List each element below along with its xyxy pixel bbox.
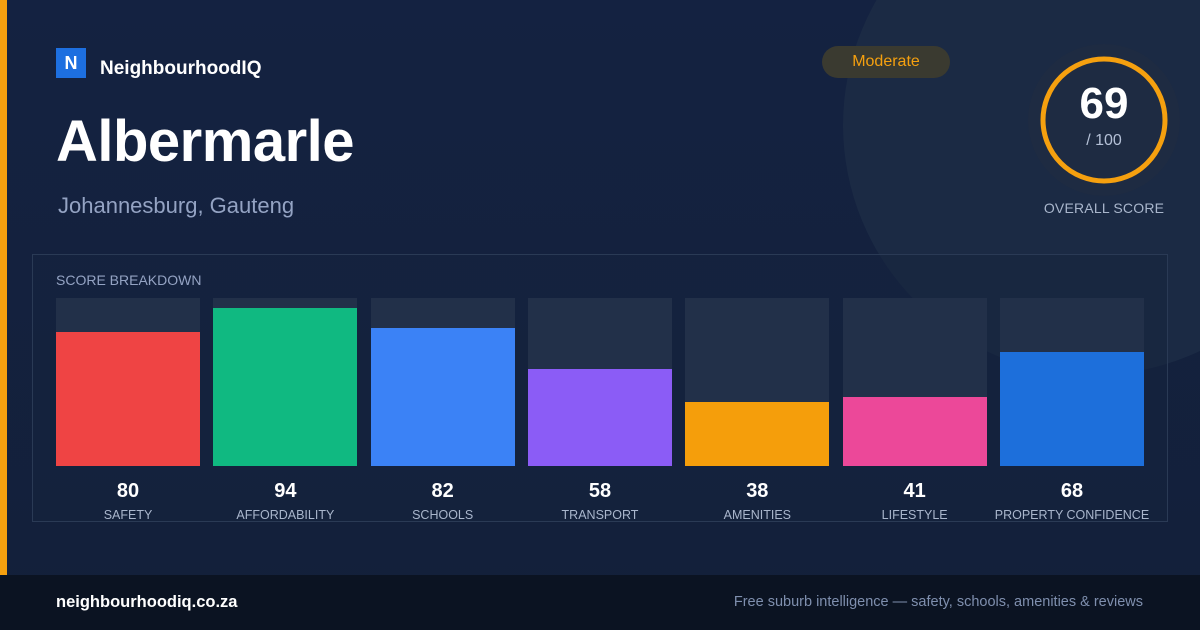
bar-category-label: PROPERTY CONFIDENCE (994, 508, 1150, 522)
accent-bar (0, 0, 7, 575)
bar-track (213, 298, 358, 466)
bar-value-label: 80 (116, 480, 140, 502)
bar (685, 402, 830, 466)
overall-score-max: / 100 (1086, 132, 1122, 149)
footer (0, 575, 1200, 630)
overall-score-value: 69 (1079, 79, 1129, 128)
brand-logo-icon: N (56, 48, 86, 78)
bar-column: 41 LIFESTYLE (842, 298, 987, 528)
bar-track (527, 298, 672, 466)
bar-column: 82 SCHOOLS (370, 298, 515, 528)
score-breakdown-chart: 80 SAFETY 94 AFFORDABILITY 82 SCHOOLS 58 TRANSP… (56, 298, 1149, 528)
bar-category-label: AFFORDABILITY (236, 508, 335, 522)
bar-column: 68 PROPERTY CONFIDENCE (995, 298, 1149, 528)
bar-value-label: 68 (1060, 480, 1084, 502)
bar-track (842, 298, 987, 466)
bar (213, 308, 358, 466)
bar-track (685, 298, 830, 466)
bar-category-label: LIFESTYLE (881, 508, 948, 522)
score-breakdown-heading: SCORE BREAKDOWN (56, 272, 202, 288)
bar-category-label: TRANSPORT (561, 508, 639, 522)
footer-tagline: Free suburb intelligence — safety, schoo… (733, 594, 1143, 610)
bar-category-label: AMENITIES (723, 508, 791, 522)
bar-value-label: 41 (903, 480, 926, 502)
overall-score-caption: OVERALL SCORE (1043, 200, 1165, 216)
bar-column: 58 TRANSPORT (527, 298, 672, 528)
bar-column: 94 AFFORDABILITY (213, 298, 358, 528)
bar-value-label: 58 (588, 480, 612, 502)
bar-category-label: SAFETY (103, 508, 153, 522)
bar (527, 368, 672, 466)
suburb-title: Albermarle (56, 109, 355, 174)
bar-value-label: 94 (274, 480, 297, 502)
bar-track (999, 298, 1144, 466)
bar (999, 351, 1144, 466)
bar-value-label: 82 (431, 480, 454, 502)
bar-column: 38 AMENITIES (685, 298, 830, 528)
bar (842, 397, 987, 466)
bar-track (56, 298, 200, 466)
bar (370, 328, 515, 466)
footer-url[interactable]: neighbourhoodiq.co.za (56, 593, 238, 611)
brand-name: NeighbourhoodIQ (100, 58, 262, 79)
bar-track (370, 298, 515, 466)
bar-category-label: SCHOOLS (412, 508, 474, 522)
rating-badge: Moderate (822, 46, 950, 78)
overall-score-ring: 69 / 100 (1028, 44, 1180, 196)
suburb-location: Johannesburg, Gauteng (58, 193, 295, 218)
brand: N NeighbourhoodIQ (56, 46, 261, 80)
bar-value-label: 38 (746, 480, 769, 502)
score-ring-graphic (1028, 44, 1180, 196)
bar-column: 80 SAFETY (56, 298, 200, 528)
bar (56, 331, 200, 466)
